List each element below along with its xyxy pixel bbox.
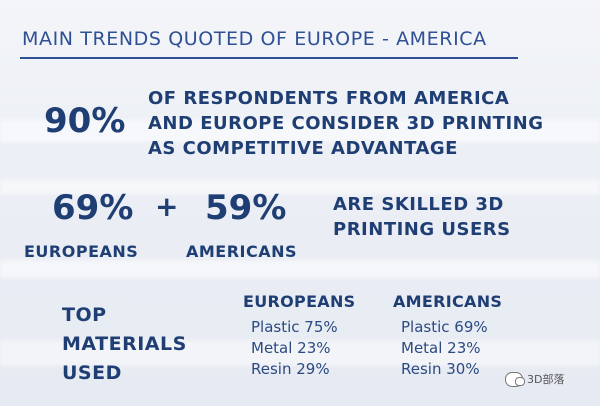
headline-line: OF RESPONDENTS FROM AMERICA: [148, 88, 510, 109]
material-item: Resin 30%: [401, 360, 480, 378]
skilled-line: ARE SKILLED 3D: [333, 194, 504, 215]
background-streak: [0, 260, 600, 278]
wechat-icon: [505, 371, 525, 387]
materials-heading-line: MATERIALS: [62, 333, 187, 355]
material-item: Metal 23%: [251, 339, 331, 357]
europeans-materials-header: EUROPEANS: [243, 292, 356, 311]
americans-skilled-percent: 59%: [205, 188, 287, 228]
materials-heading: TOP MATERIALS USED: [62, 301, 187, 388]
headline-line: AND EUROPE CONSIDER 3D PRINTING: [148, 113, 544, 134]
materials-heading-line: TOP: [62, 304, 107, 326]
background-streak: [0, 120, 600, 142]
material-item: Plastic 69%: [401, 318, 488, 336]
background-streak: [0, 340, 600, 366]
watermark: 3D部落: [505, 371, 564, 387]
material-item: Plastic 75%: [251, 318, 338, 336]
watermark-text: 3D部落: [527, 373, 565, 386]
skilled-statement: ARE SKILLED 3D PRINTING USERS: [333, 192, 511, 242]
americans-label: AMERICANS: [186, 242, 298, 261]
headline-line: AS COMPETITIVE ADVANTAGE: [148, 138, 458, 159]
skilled-line: PRINTING USERS: [333, 219, 511, 240]
europeans-materials-list: Plastic 75% Metal 23% Resin 29%: [251, 317, 338, 380]
headline-percent: 90%: [44, 101, 126, 141]
material-item: Metal 23%: [401, 339, 481, 357]
page-title: MAIN TRENDS QUOTED OF EUROPE - AMERICA: [22, 28, 487, 50]
material-item: Resin 29%: [251, 360, 330, 378]
americans-materials-list: Plastic 69% Metal 23% Resin 30%: [401, 317, 488, 380]
materials-heading-line: USED: [62, 362, 122, 384]
europeans-label: EUROPEANS: [24, 242, 139, 261]
europeans-skilled-percent: 69%: [52, 188, 134, 228]
title-underline: [20, 57, 518, 59]
americans-materials-header: AMERICANS: [393, 292, 503, 311]
plus-sign: +: [155, 190, 179, 223]
headline-description: OF RESPONDENTS FROM AMERICA AND EUROPE C…: [148, 86, 544, 161]
background-streak: [0, 180, 600, 194]
